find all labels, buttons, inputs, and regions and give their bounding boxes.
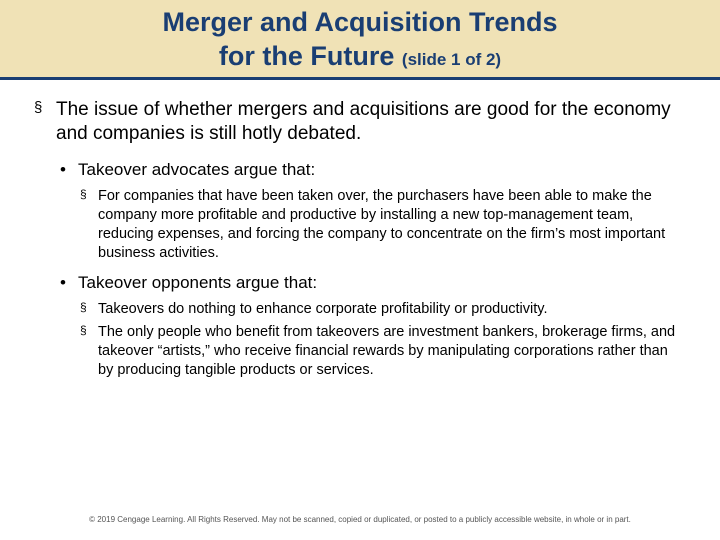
lvl3-item: The only people who benefit from takeove… [78, 323, 686, 380]
lvl2-item: Takeover advocates argue that: For compa… [56, 159, 686, 262]
lvl3-text: Takeovers do nothing to enhance corporat… [98, 301, 548, 317]
lvl2-item: Takeover opponents argue that: Takeovers… [56, 272, 686, 379]
bullet-list-lvl1: The issue of whether mergers and acquisi… [34, 98, 686, 380]
title-line-2: for the Future (slide 1 of 2) [0, 40, 720, 74]
lvl2-text: Takeover advocates argue that: [78, 160, 315, 179]
bullet-list-lvl2: Takeover advocates argue that: For compa… [56, 159, 686, 380]
copyright-footer: © 2019 Cengage Learning. All Rights Rese… [0, 515, 720, 524]
lvl3-text: The only people who benefit from takeove… [98, 324, 675, 378]
bullet-list-lvl3: For companies that have been taken over,… [78, 187, 686, 262]
lvl1-item: The issue of whether mergers and acquisi… [34, 98, 686, 380]
lvl2-text: Takeover opponents argue that: [78, 273, 317, 292]
lvl3-item: For companies that have been taken over,… [78, 187, 686, 262]
slide-body: The issue of whether mergers and acquisi… [0, 80, 720, 380]
lvl3-text: For companies that have been taken over,… [98, 188, 665, 261]
title-band: Merger and Acquisition Trends for the Fu… [0, 0, 720, 77]
title-line-2-main: for the Future [219, 41, 395, 71]
slide: Merger and Acquisition Trends for the Fu… [0, 0, 720, 540]
bullet-list-lvl3: Takeovers do nothing to enhance corporat… [78, 300, 686, 379]
lvl1-text: The issue of whether mergers and acquisi… [56, 99, 671, 145]
title-line-1: Merger and Acquisition Trends [0, 6, 720, 40]
title-line-2-sub: (slide 1 of 2) [402, 50, 501, 69]
lvl3-item: Takeovers do nothing to enhance corporat… [78, 300, 686, 319]
